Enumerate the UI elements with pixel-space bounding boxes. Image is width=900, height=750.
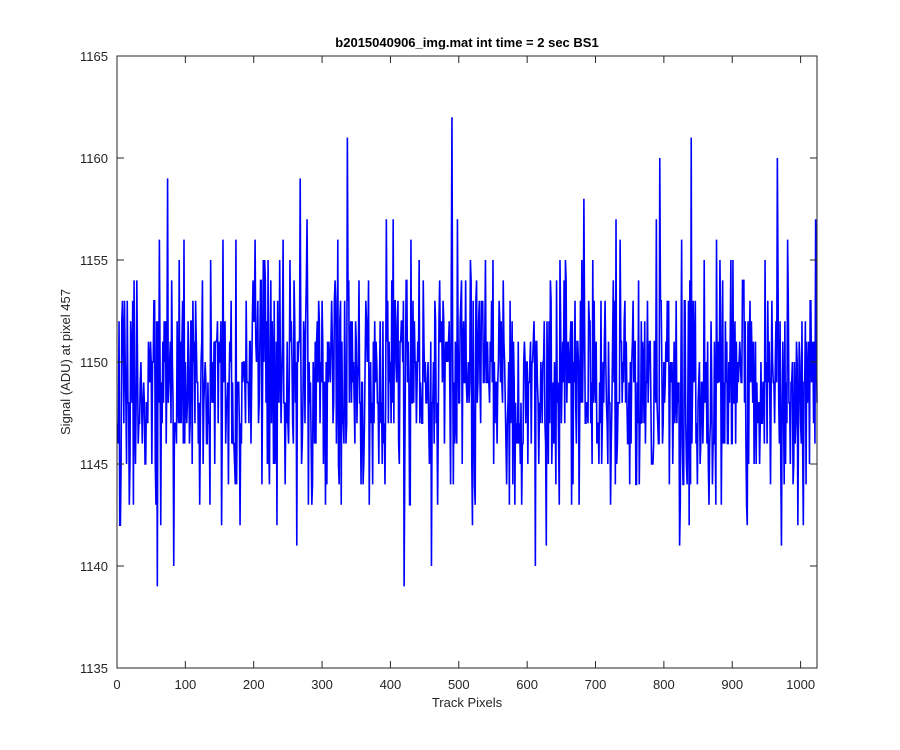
- x-tick-label: 200: [243, 677, 265, 692]
- y-tick-label: 1135: [80, 661, 108, 676]
- y-tick-label: 1165: [80, 49, 108, 64]
- x-axis-label: Track Pixels: [432, 695, 503, 710]
- y-tick-label: 1160: [80, 151, 108, 166]
- y-tick-label: 1155: [80, 253, 108, 268]
- series-line: [116, 117, 818, 587]
- y-axis-label: Signal (ADU) at pixel 457: [58, 289, 73, 435]
- chart-title: b2015040906_img.mat int time = 2 sec BS1: [335, 35, 598, 50]
- x-tick-label: 600: [516, 677, 538, 692]
- x-tick-label: 1000: [786, 677, 815, 692]
- x-tick-label: 0: [113, 677, 120, 692]
- y-axis-ticks: 1135 1140 1145 1150 1155 1160 1165: [80, 49, 817, 676]
- x-tick-label: 100: [175, 677, 197, 692]
- x-axis-ticks: 0 100 200 300 400 500 600 700 800 900 1000: [113, 56, 815, 692]
- x-tick-label: 900: [721, 677, 743, 692]
- y-tick-label: 1150: [80, 355, 108, 370]
- x-tick-label: 400: [380, 677, 402, 692]
- x-tick-label: 800: [653, 677, 675, 692]
- y-tick-label: 1140: [80, 559, 108, 574]
- plot-area: [117, 56, 817, 668]
- x-tick-label: 700: [585, 677, 607, 692]
- x-tick-label: 500: [448, 677, 470, 692]
- series-layer: [116, 117, 818, 587]
- y-tick-label: 1145: [80, 457, 108, 472]
- x-tick-label: 300: [311, 677, 333, 692]
